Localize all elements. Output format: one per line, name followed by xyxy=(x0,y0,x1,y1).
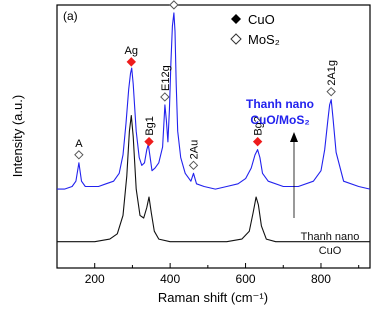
series-label-cuo-line2: CuO xyxy=(319,245,342,257)
series-label-cuo-mos2-line2: CuO/MoS₂ xyxy=(250,113,309,127)
y-axis-label: Intensity (a.u.) xyxy=(10,95,25,177)
axis-layer: 200 400 600 800 xyxy=(56,263,360,286)
legend-mos2-marker xyxy=(230,33,242,45)
marker-layer: AAgBg1E12gA1g2AuBg22A1g xyxy=(74,0,338,171)
peak-marker-2a1g xyxy=(326,86,336,97)
x-tick-label-400: 400 xyxy=(160,272,180,286)
peak-marker-e2g xyxy=(160,92,170,102)
peak-label-ag: Ag xyxy=(125,45,138,57)
legend-cuo-marker xyxy=(231,14,241,24)
series-label-cuo-mos2: Thanh nano CuO/MoS₂ xyxy=(246,97,314,127)
annotation-arrow-head xyxy=(290,132,298,142)
peak-marker-bg1 xyxy=(144,136,154,147)
x-tick-label-800: 800 xyxy=(311,272,331,286)
peak-marker-a1g xyxy=(169,0,179,10)
series-label-cuo-mos2-line1: Thanh nano xyxy=(246,97,314,111)
peak-label-e2g: E12g xyxy=(160,65,172,91)
x-axis-label: Raman shift (cm⁻¹) xyxy=(158,290,268,305)
peak-label-2au: 2Au xyxy=(189,140,201,160)
peak-label-2a1g: 2A1g xyxy=(326,60,338,86)
series-layer xyxy=(57,12,371,243)
peak-marker-bg2 xyxy=(252,136,263,147)
series-label-cuo-line1: Thanh nano xyxy=(301,231,360,243)
series-line-cuo-mos2 xyxy=(57,12,371,190)
x-tick-label-200: 200 xyxy=(85,272,105,286)
peak-marker-ag xyxy=(126,57,136,67)
plot-frame xyxy=(56,4,371,269)
peak-marker-a xyxy=(74,150,84,160)
panel-label: (a) xyxy=(63,9,78,23)
series-label-cuo: Thanh nano CuO xyxy=(301,231,360,257)
legend-cuo-label: CuO xyxy=(248,12,275,27)
peak-label-a: A xyxy=(75,138,83,150)
series-line-cuo xyxy=(57,114,370,243)
legend-mos2-label: MoS₂ xyxy=(248,32,280,47)
legend: CuO MoS₂ xyxy=(230,12,280,47)
x-tick-label-600: 600 xyxy=(236,272,256,286)
peak-marker-2au xyxy=(188,160,199,171)
peak-label-bg1: Bg1 xyxy=(144,116,156,136)
peak-label-bg2: Bg2 xyxy=(253,116,265,136)
